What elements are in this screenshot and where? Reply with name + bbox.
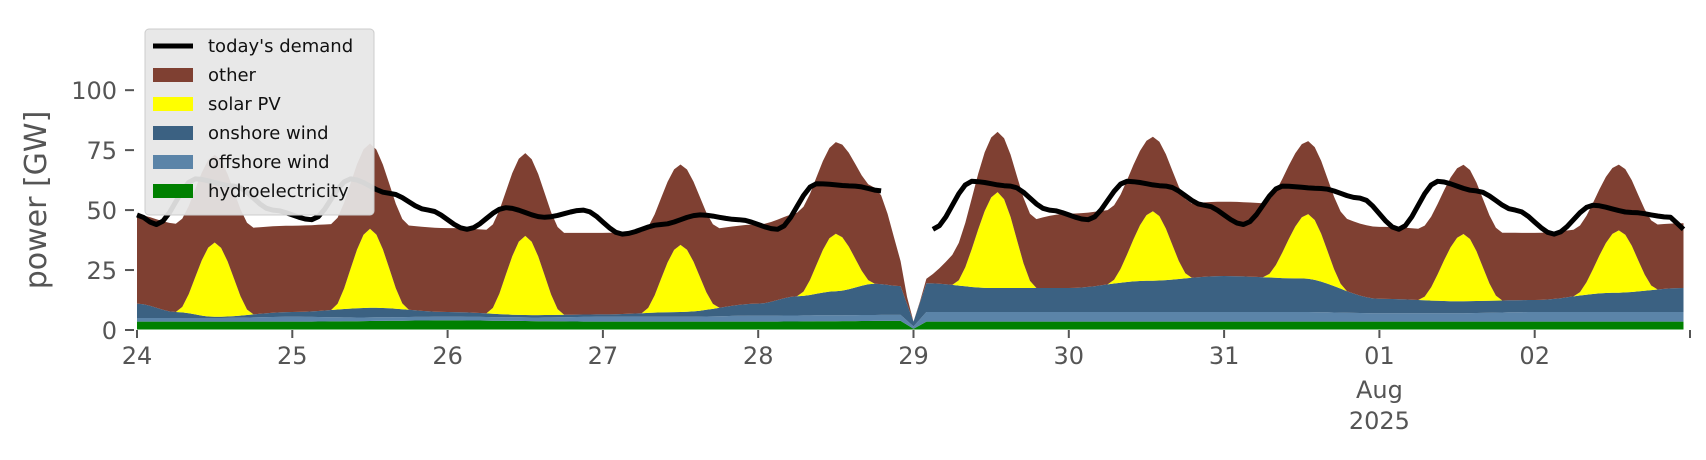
y-tick-label: 0 bbox=[102, 317, 117, 345]
legend: today's demand other solar PV onshore wind o… bbox=[144, 28, 375, 216]
legend-box bbox=[144, 28, 375, 216]
y-tick-label: 50 bbox=[86, 197, 117, 225]
legend-label: offshore wind bbox=[208, 152, 330, 173]
y-tick-label: 75 bbox=[86, 137, 117, 165]
x-tick-label: 27 bbox=[588, 342, 619, 370]
area-solar-pv bbox=[137, 192, 1684, 322]
x-tick-label: 28 bbox=[743, 342, 774, 370]
x-tick-label: 30 bbox=[1054, 342, 1085, 370]
x-tick-label: 31 bbox=[1209, 342, 1240, 370]
stacked-areas bbox=[137, 131, 1684, 330]
legend-label: today's demand bbox=[208, 36, 353, 57]
y-ticks: 0 25 50 75 100 bbox=[71, 77, 134, 345]
x-tick-label: 01 bbox=[1364, 342, 1395, 370]
x-tick-label: 26 bbox=[432, 342, 463, 370]
area-offshore-wind bbox=[137, 312, 1684, 329]
legend-label: other bbox=[208, 65, 257, 86]
legend-label: hydroelectricity bbox=[208, 181, 349, 202]
area-other bbox=[137, 131, 1684, 322]
legend-label: onshore wind bbox=[208, 123, 329, 144]
y-tick-label: 100 bbox=[71, 77, 117, 105]
legend-swatch bbox=[153, 126, 193, 140]
legend-swatch bbox=[153, 184, 193, 198]
x-tick-label: 29 bbox=[898, 342, 929, 370]
x-tick-sublabel: 2025 bbox=[1349, 407, 1410, 435]
x-tick-label: 25 bbox=[277, 342, 308, 370]
legend-swatch bbox=[153, 155, 193, 169]
y-tick-label: 25 bbox=[86, 257, 117, 285]
y-axis-label: power [GW] bbox=[19, 111, 54, 290]
area-onshore-wind bbox=[137, 276, 1684, 327]
x-tick-sublabel: Aug bbox=[1356, 376, 1403, 404]
area-hydroelectricity bbox=[137, 320, 1684, 330]
x-ticks: 24 25 26 27 28 29 30 31 01 Aug 2025 02 bbox=[122, 330, 1691, 435]
x-tick-label: 24 bbox=[122, 342, 153, 370]
demand-line-segment-2 bbox=[931, 178, 1686, 237]
legend-swatch bbox=[153, 97, 193, 111]
legend-label: solar PV bbox=[208, 94, 281, 115]
x-tick-label: 02 bbox=[1519, 342, 1550, 370]
legend-swatch bbox=[153, 68, 193, 82]
